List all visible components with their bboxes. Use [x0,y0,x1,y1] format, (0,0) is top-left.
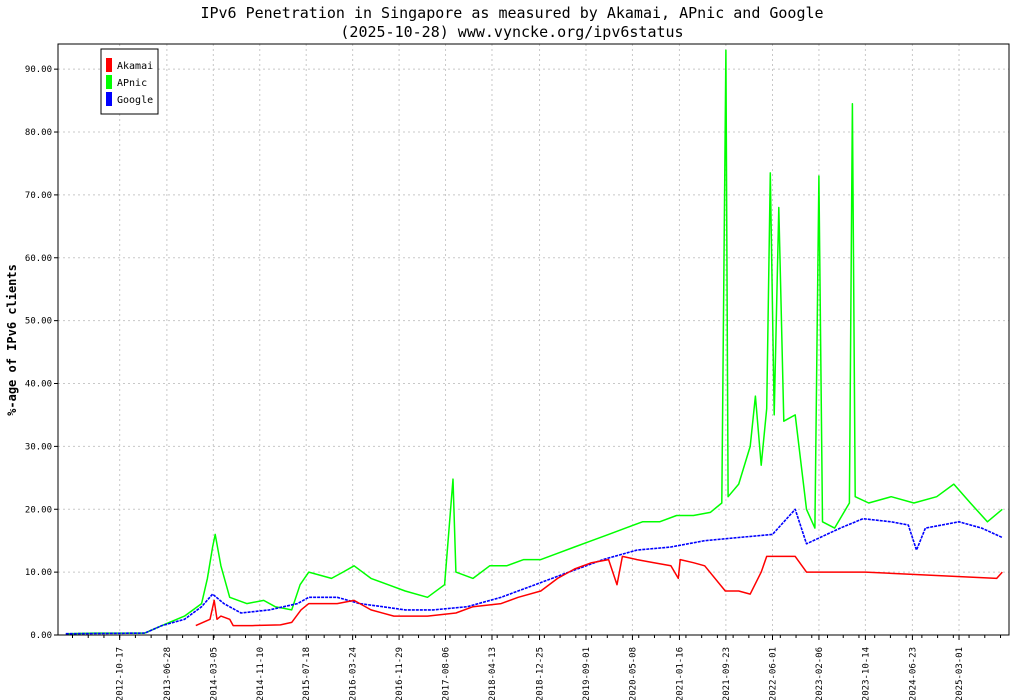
x-tick-label: 2015-07-18 [302,647,312,700]
series-lines [65,49,1003,635]
y-tick-label: 40.00 [25,380,52,390]
y-tick-label: 80.00 [25,128,52,138]
x-tick-label: 2012-10-17 [116,647,126,700]
x-tick-label: 2020-05-08 [628,647,638,700]
chart-subtitle: (2025-10-28) www.vyncke.org/ipv6status [340,23,683,41]
grid-lines [58,44,1009,635]
x-tick-label: 2019-09-01 [582,647,592,700]
x-tick-label: 2021-01-16 [675,647,685,700]
x-tick-label: 2022-06-01 [769,647,779,700]
x-tick-label: 2023-10-14 [861,647,871,700]
y-tick-label: 30.00 [25,442,52,452]
legend-swatch-apnic [106,75,112,89]
x-tick-label: 2024-06-23 [908,647,918,700]
legend-swatch-akamai [106,58,112,72]
x-tick-label: 2025-03-01 [955,647,965,700]
series-line-apnic [65,49,1003,635]
axes: 0.00 10.00 20.00 30.00 40.00 50.00 60.00 70.00 8… [25,65,1002,700]
x-tick-label: 2023-02-06 [815,647,825,700]
y-tick-label: 10.00 [25,568,52,578]
y-axis-label: %-age of IPv6 clients [5,264,19,416]
x-tick-label: 2017-08-06 [442,647,452,700]
legend-swatch-google [106,92,112,106]
chart-title: IPv6 Penetration in Singapore as measure… [200,4,823,22]
legend: Akamai APnic Google [100,48,159,115]
x-tick-label: 2016-11-29 [395,647,405,700]
y-tick-label: 0.00 [30,631,52,641]
x-tick-label: 2018-04-13 [488,647,498,700]
x-tick-label: 2013-06-28 [163,647,173,700]
y-tick-label: 20.00 [25,505,52,515]
series-line-google [65,508,1003,635]
plot-frame [57,43,1010,636]
legend-label-akamai: Akamai [117,61,153,72]
x-tick-label: 2016-03-24 [349,647,359,700]
x-tick-label: 2014-11-10 [256,647,266,700]
y-tick-label: 60.00 [25,254,52,264]
y-tick-label: 90.00 [25,65,52,75]
series-line-akamai [195,555,1003,627]
legend-label-google: Google [117,95,153,106]
legend-label-apnic: APnic [117,78,147,89]
y-tick-label: 70.00 [25,191,52,201]
x-tick-label: 2014-03-05 [209,647,219,700]
y-tick-label: 50.00 [25,317,52,327]
x-tick-label: 2018-12-25 [536,647,546,700]
x-tick-label: 2021-09-23 [722,647,732,700]
